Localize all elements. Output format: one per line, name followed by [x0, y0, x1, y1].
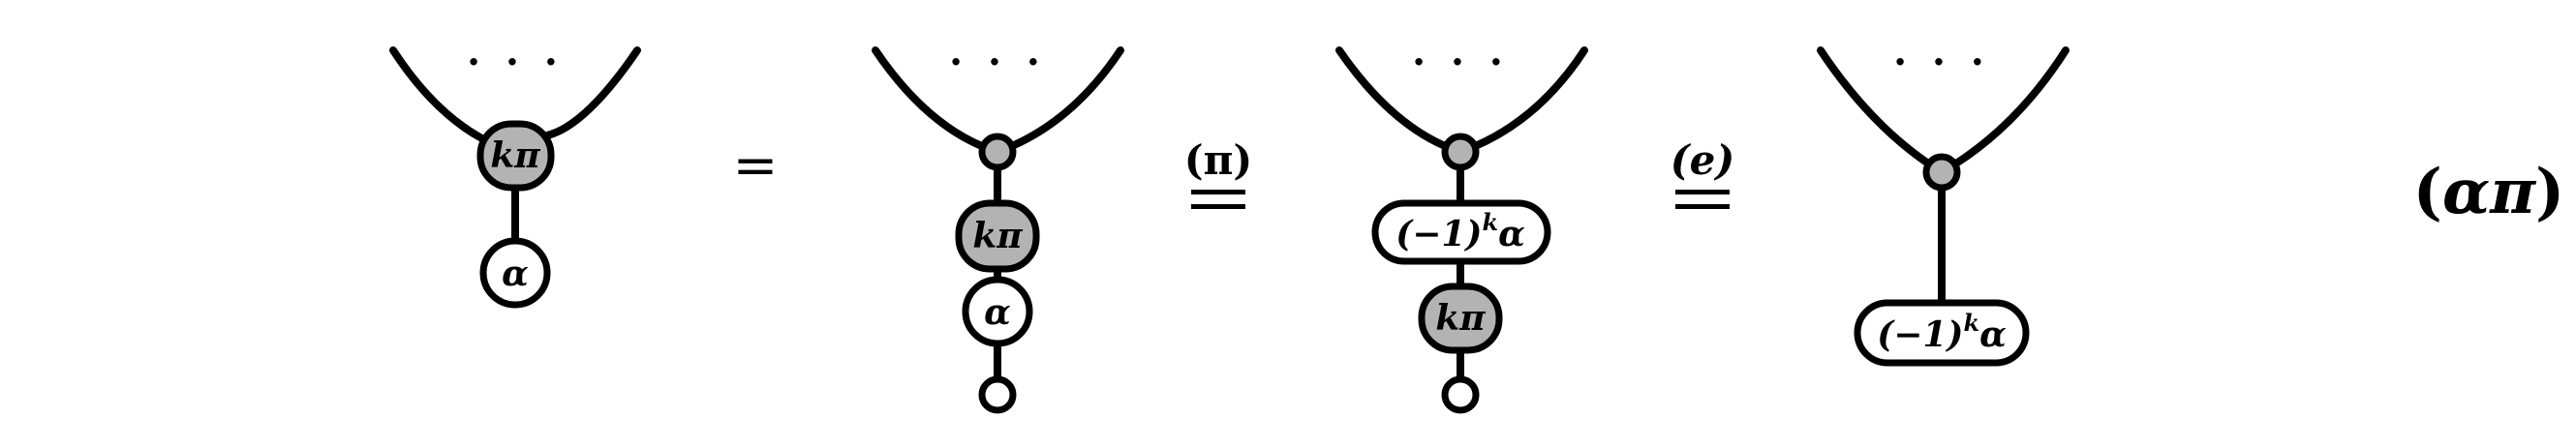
white-spider-output	[978, 375, 1017, 414]
grey-spider-small	[1441, 133, 1480, 171]
input-wire-right	[543, 46, 641, 139]
ellipsis: · · ·	[949, 40, 1046, 85]
diagram-3: · · · (−1)kα kπ	[1335, 40, 1588, 414]
svg-text:(−1)kα: (−1)kα	[1395, 208, 1525, 254]
white-spider-output	[1441, 375, 1480, 414]
svg-text:(e): (e)	[1671, 136, 1734, 184]
rule-pi-equality: (π)	[1184, 136, 1253, 209]
svg-text:(−1)kα: (−1)kα	[1877, 309, 2007, 355]
ellipsis: · · ·	[1412, 40, 1509, 85]
grey-spider-small	[978, 133, 1017, 171]
ellipsis: · · ·	[1893, 40, 1990, 85]
white-spider-neg-alpha: (−1)kα	[1854, 299, 2030, 367]
grey-spider-small	[1922, 153, 1961, 192]
diagram-1: · · · kπ α	[389, 40, 641, 309]
white-spider-alpha: α	[479, 237, 551, 309]
diagram-2: · · · kπ α	[872, 40, 1124, 414]
white-spider-neg-alpha: (−1)kα	[1371, 199, 1551, 265]
diagram-4: · · · (−1)kα	[1817, 40, 2070, 367]
grey-spider-k-pi: kπ	[955, 199, 1040, 273]
white-spider-alpha: α	[962, 276, 1033, 347]
input-wire-left	[1817, 46, 1946, 176]
grey-spider-k-pi: kπ	[1418, 283, 1503, 354]
svg-text:α: α	[502, 253, 529, 294]
equals-sign: =	[733, 134, 779, 197]
svg-text:kπ: kπ	[1435, 298, 1486, 339]
svg-text:kπ: kπ	[490, 135, 540, 176]
input-wire-right	[1938, 46, 2070, 176]
svg-text:α: α	[984, 292, 1011, 333]
grey-spider-k-pi: kπ	[476, 120, 555, 192]
rule-e-equality: (e)	[1671, 136, 1734, 209]
svg-text:kπ: kπ	[972, 216, 1023, 256]
ellipsis: · · ·	[467, 40, 564, 85]
svg-text:(π): (π)	[1184, 136, 1253, 184]
equation-label: (απ)	[2413, 156, 2565, 228]
